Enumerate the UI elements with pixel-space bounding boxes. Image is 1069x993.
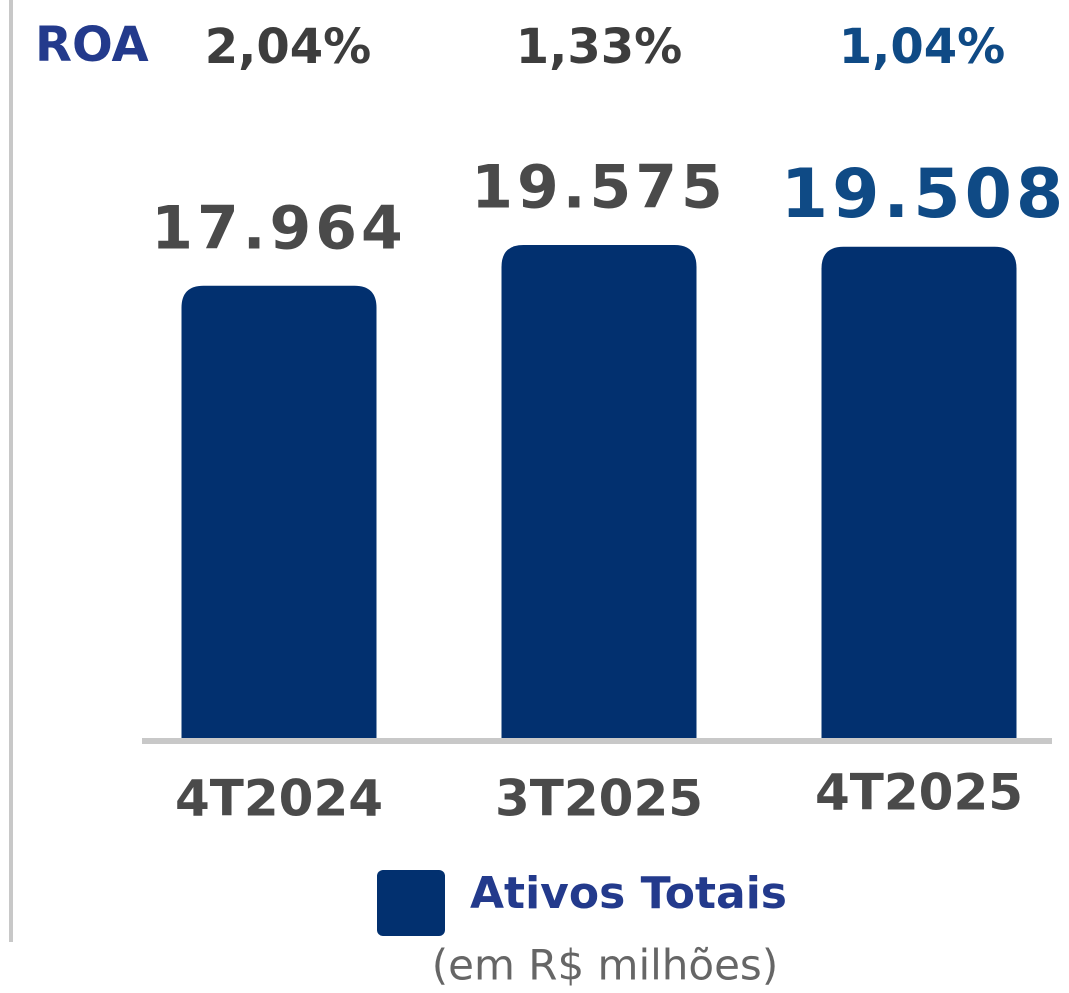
roa-value: 2,04% xyxy=(205,19,372,75)
legend-label: Ativos Totais xyxy=(470,868,787,919)
x-tick-label: 3T2025 xyxy=(495,770,703,828)
value-label: 19.508 xyxy=(781,155,1067,234)
bar xyxy=(501,245,697,740)
value-label: 19.575 xyxy=(471,153,727,223)
subtitle: (em R$ milhões) xyxy=(432,941,778,990)
x-tick-label: 4T2025 xyxy=(815,764,1023,822)
value-label: 17.964 xyxy=(151,193,407,263)
legend-swatch xyxy=(377,870,445,936)
bar xyxy=(821,246,1017,740)
x-tick-label: 4T2024 xyxy=(175,770,383,828)
roa-label: ROA xyxy=(35,17,149,73)
roa-value: 1,33% xyxy=(516,19,683,75)
roa-value: 1,04% xyxy=(839,19,1006,75)
bar xyxy=(181,285,377,740)
